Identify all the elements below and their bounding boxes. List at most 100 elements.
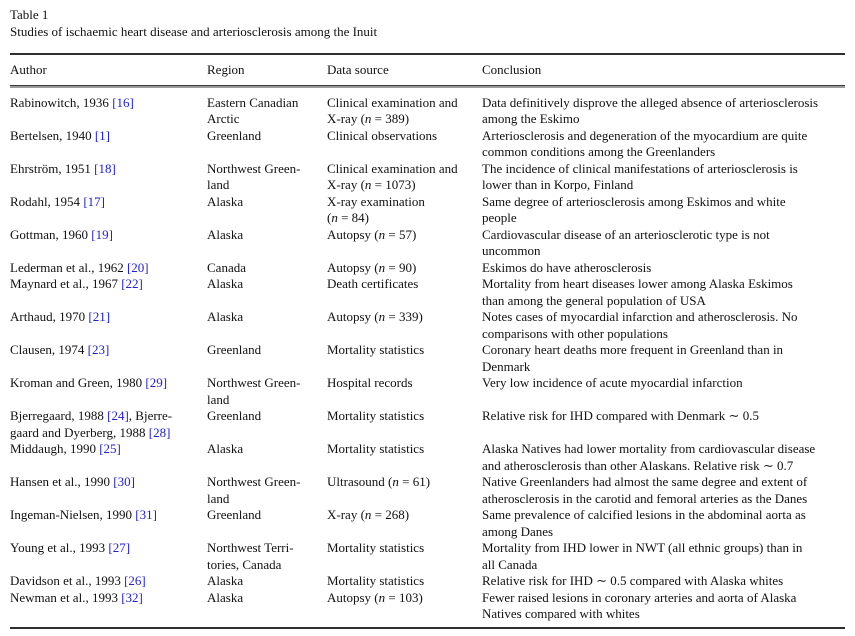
author-text: Young et al., 1993 bbox=[10, 540, 109, 555]
source-cell: Mortality statistics bbox=[327, 573, 425, 588]
table-caption-title: Studies of ischaemic heart disease and a… bbox=[10, 23, 378, 39]
region-cell: Northwest Green- land bbox=[207, 160, 301, 193]
author-cell: Clausen, 1974 [23] bbox=[10, 342, 207, 375]
citation-link[interactable]: [17] bbox=[83, 193, 105, 209]
source-cell: Clinical examination and X-ray (n = 1073… bbox=[327, 160, 458, 193]
citation-link[interactable]: [27] bbox=[108, 540, 131, 555]
author-cell: Bertelsen, 1940 [1] bbox=[10, 128, 207, 161]
conclusion-cell: The incidence of clinical manifestations… bbox=[482, 160, 798, 193]
author-cell: Ingeman-Nielsen, 1990 [31] bbox=[10, 507, 207, 540]
conclusion-cell: Relative risk for IHD ∼ 0.5 compared wit… bbox=[482, 573, 784, 588]
citation-link[interactable]: [32] bbox=[121, 589, 143, 605]
citation-link[interactable]: [18] bbox=[94, 160, 116, 176]
author-text: Rabinowitch, 1936 bbox=[10, 94, 113, 110]
author-text: Bertelsen, 1940 bbox=[10, 127, 95, 143]
citation-link[interactable]: [24] bbox=[107, 408, 129, 423]
author-cell: Kroman and Green, 1980 [29] bbox=[10, 375, 207, 408]
author-text: Arthaud, 1970 bbox=[10, 309, 89, 324]
source-cell: X-ray (n = 268) bbox=[327, 507, 410, 522]
conclusion-cell: Fewer raised lesions in coronary arterie… bbox=[482, 589, 797, 622]
region-cell: Northwest Green- land bbox=[207, 474, 301, 506]
region-cell: Eastern Canadian Arctic bbox=[207, 94, 299, 127]
region-cell: Northwest Green- land bbox=[207, 375, 301, 407]
column-header-data-source: Data source bbox=[327, 62, 389, 77]
author-cell: Davidson et al., 1993 [26] bbox=[10, 573, 207, 590]
table-row: Ehrström, 1951 [18] Northwest Green- land… bbox=[10, 161, 845, 194]
citation-link[interactable]: [28] bbox=[148, 424, 171, 440]
source-cell: Clinical observations bbox=[327, 127, 438, 143]
column-header-region: Region bbox=[207, 62, 245, 77]
conclusion-cell: Relative risk for IHD compared with Denm… bbox=[482, 408, 759, 423]
author-cell: Middaugh, 1990 [25] bbox=[10, 441, 207, 474]
conclusion-cell: Arteriosclerosis and degeneration of the… bbox=[482, 127, 808, 160]
citation-link[interactable]: [1] bbox=[94, 127, 111, 143]
table-row: Bjerregaard, 1988 [24], Bjerre- gaard an… bbox=[10, 408, 845, 441]
author-cell: Newman et al., 1993 [32] bbox=[10, 590, 207, 623]
source-cell: Autopsy (n = 90) bbox=[327, 259, 417, 275]
author-cell: Arthaud, 1970 [21] bbox=[10, 309, 207, 342]
source-cell: Mortality statistics bbox=[327, 342, 425, 357]
author-text: Ehrström, 1951 bbox=[10, 160, 95, 176]
citation-link[interactable]: [19] bbox=[91, 226, 113, 242]
conclusion-cell: Eskimos do have atherosclerosis bbox=[482, 259, 652, 275]
table-body: Rabinowitch, 1936 [16] Eastern Canadian A… bbox=[10, 94, 845, 623]
conclusion-cell: Mortality from heart diseases lower amon… bbox=[482, 276, 793, 308]
source-cell: Mortality statistics bbox=[327, 441, 425, 456]
conclusion-cell: Notes cases of myocardial infarction and… bbox=[482, 309, 798, 341]
author-text: , Bjerre- gaard and Dyerberg, 1988 bbox=[10, 408, 173, 440]
author-text: Davidson et al., 1993 bbox=[10, 573, 125, 588]
region-cell: Alaska bbox=[207, 276, 244, 291]
citation-link[interactable]: [30] bbox=[113, 474, 135, 489]
author-text: Maynard et al., 1967 bbox=[10, 276, 122, 291]
conclusion-cell: Data definitively disprove the alleged a… bbox=[482, 94, 819, 127]
citation-link[interactable]: [20] bbox=[126, 259, 149, 275]
source-cell: Death certificates bbox=[327, 276, 419, 291]
region-cell: Canada bbox=[207, 259, 246, 275]
citation-link[interactable]: [29] bbox=[145, 375, 168, 390]
table-header: Author Region Data source Conclusion bbox=[10, 55, 845, 85]
author-text: Bjerregaard, 1988 bbox=[10, 408, 108, 423]
citation-link[interactable]: [21] bbox=[88, 309, 111, 324]
author-cell: Bjerregaard, 1988 [24], Bjerre- gaard an… bbox=[10, 408, 207, 441]
table-row: Gottman, 1960 [19] Alaska Autopsy (n = 57)… bbox=[10, 227, 845, 260]
table-row: Middaugh, 1990 [25] Alaska Mortality stati… bbox=[10, 441, 845, 474]
table-row: Maynard et al., 1967 [22] Alaska Death cer… bbox=[10, 276, 845, 309]
region-cell: Greenland bbox=[207, 408, 262, 423]
table-row: Hansen et al., 1990 [30] Northwest Green-… bbox=[10, 474, 845, 507]
author-text: Ingeman-Nielsen, 1990 bbox=[10, 507, 136, 522]
region-cell: Alaska bbox=[207, 309, 244, 324]
conclusion-cell: Coronary heart deaths more frequent in G… bbox=[482, 342, 784, 374]
author-text: Kroman and Green, 1980 bbox=[10, 375, 146, 390]
conclusion-cell: Mortality from IHD lower in NWT (all eth… bbox=[482, 540, 803, 572]
source-cell: Mortality statistics bbox=[327, 540, 425, 555]
table-row: Rabinowitch, 1936 [16] Eastern Canadian A… bbox=[10, 94, 845, 128]
citation-link[interactable]: [22] bbox=[121, 276, 143, 291]
citation-link[interactable]: [31] bbox=[135, 507, 157, 522]
author-text: Clausen, 1974 bbox=[10, 342, 88, 357]
citation-link[interactable]: [23] bbox=[87, 342, 110, 357]
conclusion-cell: Alaska Natives had lower mortality from … bbox=[482, 441, 816, 473]
region-cell: Greenland bbox=[207, 507, 262, 522]
source-cell: X-ray examination (n = 84) bbox=[327, 193, 425, 226]
table-caption: Table 1 Studies of ischaemic heart disea… bbox=[10, 7, 845, 40]
region-cell: Alaska bbox=[207, 573, 244, 588]
conclusion-cell: Very low incidence of acute myocardial i… bbox=[482, 375, 743, 390]
source-cell: Mortality statistics bbox=[327, 408, 425, 423]
region-cell: Northwest Terri- tories, Canada bbox=[207, 540, 294, 572]
region-cell: Alaska bbox=[207, 193, 244, 209]
author-text: Lederman et al., 1962 bbox=[10, 259, 127, 275]
citation-link[interactable]: [25] bbox=[99, 441, 121, 456]
author-cell: Rodahl, 1954 [17] bbox=[10, 194, 207, 227]
author-cell: Hansen et al., 1990 [30] bbox=[10, 474, 207, 507]
conclusion-cell: Same prevalence of calcified lesions in … bbox=[482, 507, 806, 539]
citation-link[interactable]: [26] bbox=[124, 573, 146, 588]
region-cell: Greenland bbox=[207, 342, 262, 357]
table-row: Newman et al., 1993 [32] Alaska Autopsy (n… bbox=[10, 590, 845, 623]
author-text: Rodahl, 1954 bbox=[10, 193, 84, 209]
table-top-rule bbox=[10, 53, 845, 55]
author-cell: Rabinowitch, 1936 [16] bbox=[10, 94, 207, 128]
table-body-table: Rabinowitch, 1936 [16] Eastern Canadian A… bbox=[10, 94, 845, 623]
citation-link[interactable]: [16] bbox=[112, 94, 134, 110]
source-cell: Autopsy (n = 57) bbox=[327, 226, 417, 242]
